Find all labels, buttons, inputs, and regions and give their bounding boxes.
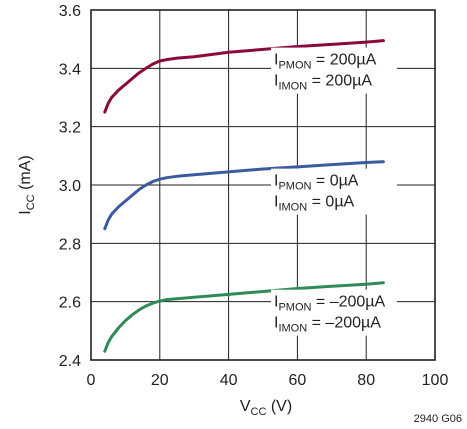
- x-tick-label: 0: [87, 372, 96, 389]
- series-line: [103, 160, 385, 231]
- series-label-sub: IMON: [278, 202, 307, 214]
- x-tick-label: 60: [289, 372, 307, 389]
- series-label-bg: [271, 168, 397, 215]
- series-label-line: IPMON = 0µA: [274, 173, 359, 193]
- series-label-bg: [271, 47, 397, 94]
- series-label-main: I: [274, 173, 278, 190]
- tick-labels: 0 20 40 60 80 100 2.4 2.6 2.8 3.0 3.2 3.4 3.6: [59, 3, 449, 389]
- y-axis-label-unit: (mA): [17, 155, 34, 194]
- y-axis-label: ICC (mA): [17, 155, 37, 214]
- series-label-line: IIMON = 200µA: [274, 73, 372, 93]
- figure-id: 2940 G06: [414, 413, 462, 425]
- series-label-sub: PMON: [278, 181, 311, 193]
- curve-layer: [103, 39, 385, 353]
- series-label-rest: = 0µA: [307, 194, 354, 211]
- series-label-line: IIMON = 0µA: [274, 194, 355, 214]
- series-label-rest: = 0µA: [311, 173, 358, 190]
- series-label-rest: = –200µA: [307, 315, 381, 332]
- x-tick-label: 80: [357, 372, 375, 389]
- series-label-rest: = 200µA: [311, 52, 376, 69]
- x-axis-label: VCC (V): [240, 398, 292, 418]
- series-label-main: I: [274, 52, 278, 69]
- series-line: [103, 281, 385, 353]
- y-tick-label: 3.4: [59, 61, 81, 78]
- x-axis-label-main: V: [240, 398, 251, 415]
- series-label-rest: = –200µA: [311, 294, 385, 311]
- y-tick-label: 2.6: [59, 295, 81, 312]
- series-line: [103, 39, 385, 114]
- series-label-main: I: [274, 294, 278, 311]
- series-label-line: IIMON = –200µA: [274, 315, 381, 335]
- series-label-main: I: [274, 73, 278, 90]
- series-label-rest: = 200µA: [307, 73, 372, 90]
- x-tick-label: 40: [220, 372, 238, 389]
- series-label-sub: PMON: [278, 302, 311, 314]
- y-axis-label-sub: CC: [25, 194, 37, 210]
- x-tick-label: 100: [422, 372, 449, 389]
- series-label-sub: PMON: [278, 60, 311, 72]
- series-label-line: IPMON = 200µA: [274, 52, 377, 72]
- y-tick-label: 3.6: [59, 3, 81, 20]
- series-label-line: IPMON = –200µA: [274, 294, 386, 314]
- y-axis-label-main: I: [17, 210, 34, 214]
- x-axis-label-sub: CC: [251, 406, 267, 418]
- y-tick-label: 3.2: [59, 120, 81, 137]
- series-label-sub: IMON: [278, 323, 307, 335]
- series-label-bg: [271, 289, 397, 336]
- y-tick-label: 2.4: [59, 353, 81, 370]
- plot-frame: [90, 9, 436, 361]
- y-tick-label: 3.0: [59, 178, 81, 195]
- series-label-sub: IMON: [278, 81, 307, 93]
- x-tick-label: 20: [151, 372, 169, 389]
- x-axis-label-unit: (V): [266, 398, 292, 415]
- y-tick-label: 2.8: [59, 236, 81, 253]
- series-label-main: I: [274, 194, 278, 211]
- series-label-main: I: [274, 315, 278, 332]
